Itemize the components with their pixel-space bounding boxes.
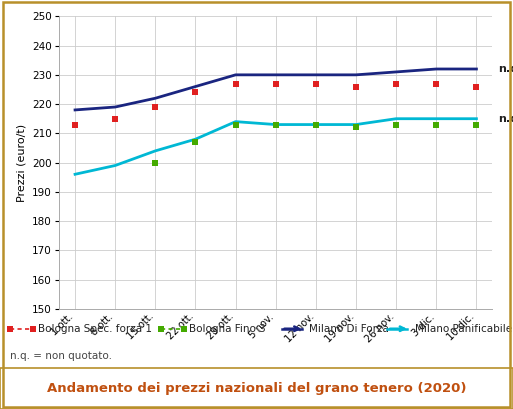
Text: n.q.: n.q. <box>498 64 513 74</box>
Text: Bologna Fino 3: Bologna Fino 3 <box>189 324 265 334</box>
Text: Bologna Spec. forza 1: Bologna Spec. forza 1 <box>38 324 152 334</box>
Text: n.q. = non quotato.: n.q. = non quotato. <box>10 351 112 361</box>
Y-axis label: Prezzi (euro/t): Prezzi (euro/t) <box>17 124 27 202</box>
Text: Milano Di Forza: Milano Di Forza <box>309 324 389 334</box>
Text: Andamento dei prezzi nazionali del grano tenero (2020): Andamento dei prezzi nazionali del grano… <box>47 382 466 395</box>
Text: n.q.: n.q. <box>498 114 513 124</box>
Text: Milano Panificabile: Milano Panificabile <box>415 324 512 334</box>
